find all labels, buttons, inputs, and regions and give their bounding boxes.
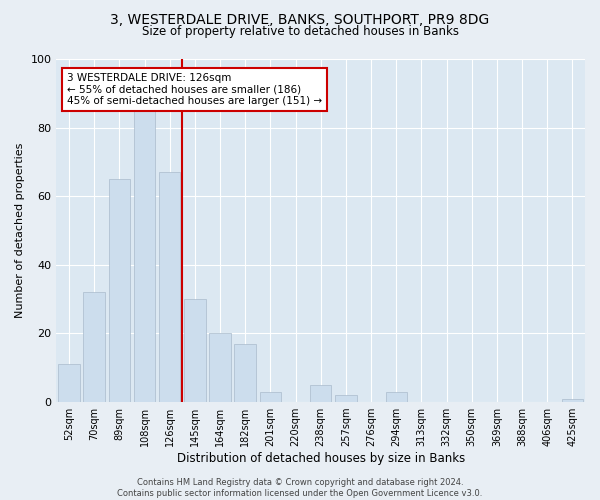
Bar: [562, 398, 583, 402]
Bar: [134, 110, 155, 402]
Y-axis label: Number of detached properties: Number of detached properties: [15, 143, 25, 318]
Text: 3, WESTERDALE DRIVE, BANKS, SOUTHPORT, PR9 8DG: 3, WESTERDALE DRIVE, BANKS, SOUTHPORT, P…: [110, 12, 490, 26]
Text: 3 WESTERDALE DRIVE: 126sqm
← 55% of detached houses are smaller (186)
45% of sem: 3 WESTERDALE DRIVE: 126sqm ← 55% of deta…: [67, 72, 322, 106]
Text: Contains HM Land Registry data © Crown copyright and database right 2024.
Contai: Contains HM Land Registry data © Crown c…: [118, 478, 482, 498]
Bar: [58, 364, 80, 402]
X-axis label: Distribution of detached houses by size in Banks: Distribution of detached houses by size …: [176, 452, 465, 465]
Bar: [235, 344, 256, 402]
Bar: [310, 385, 331, 402]
Bar: [386, 392, 407, 402]
Bar: [209, 334, 231, 402]
Bar: [159, 172, 181, 402]
Bar: [109, 179, 130, 402]
Bar: [184, 299, 206, 402]
Bar: [260, 392, 281, 402]
Bar: [83, 292, 105, 402]
Bar: [335, 395, 356, 402]
Text: Size of property relative to detached houses in Banks: Size of property relative to detached ho…: [142, 25, 458, 38]
